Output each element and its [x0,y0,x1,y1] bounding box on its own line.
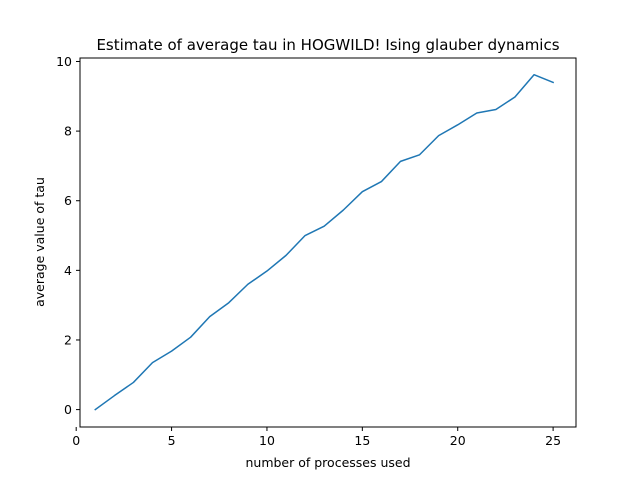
x-tick-label: 5 [168,433,176,448]
axis-ticks: 0 5 10 15 20 25 0 2 4 6 8 10 [56,54,561,448]
plot-frame [79,57,577,428]
x-tick-label: 25 [545,433,561,448]
x-tick-label: 0 [72,433,80,448]
series-line [94,73,555,411]
x-tick-label: 15 [354,433,370,448]
y-tick-label: 2 [64,332,72,347]
y-tick-label: 10 [56,54,72,69]
chart-title: Estimate of average tau in HOGWILD! Isin… [96,36,559,54]
x-axis-label: number of processes used [245,455,410,470]
x-tick-label: 20 [450,433,466,448]
y-axis-label: average value of tau [32,177,47,307]
series-layer [94,73,555,411]
x-tick-label: 10 [259,433,275,448]
y-tick-label: 8 [64,124,72,139]
y-tick-label: 0 [64,402,72,417]
y-tick-label: 4 [64,263,72,278]
y-tick-label: 6 [64,193,72,208]
